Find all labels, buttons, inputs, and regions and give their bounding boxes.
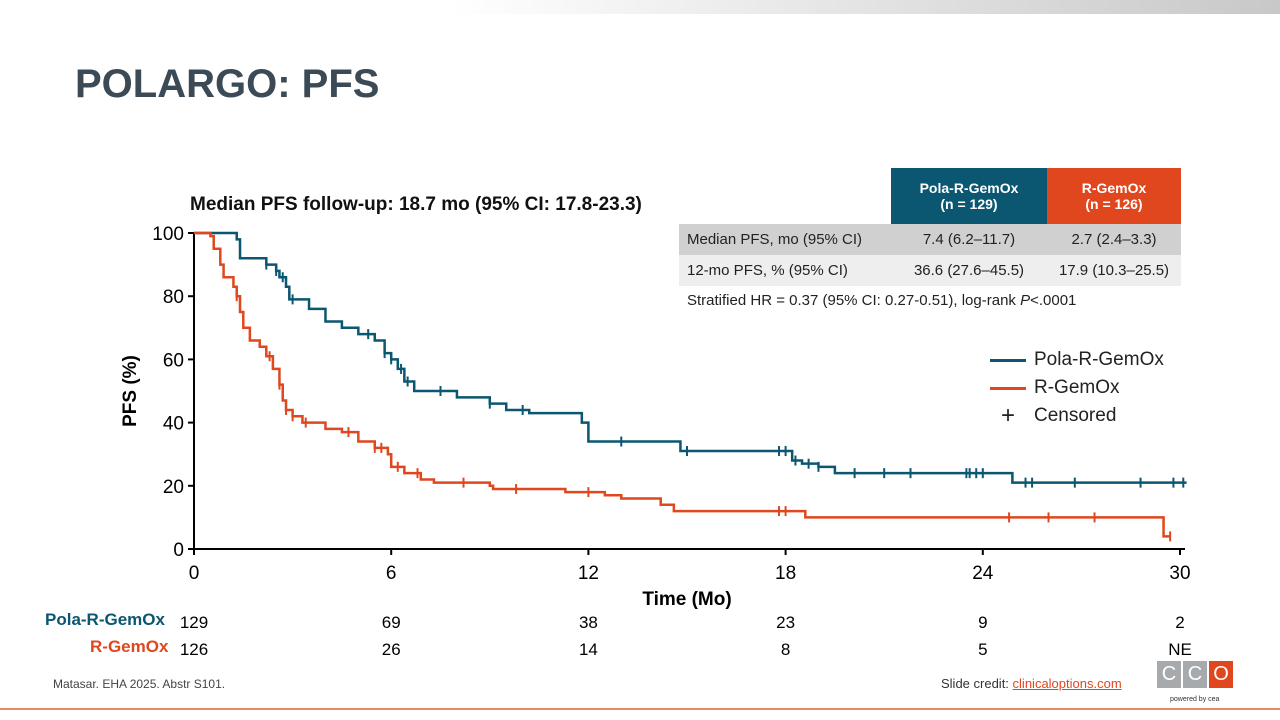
- y-tick-label: 60: [163, 350, 184, 371]
- pfs-table: Pola-R-GemOx (n = 129) R-GemOx (n = 126) M…: [679, 168, 1181, 286]
- y-tick-label: 40: [163, 414, 184, 435]
- x-axis-label: Time (Mo): [642, 589, 731, 610]
- at-risk-value: 69: [382, 613, 401, 632]
- at-risk-label-rgemox: R-GemOx: [90, 637, 169, 656]
- header-rgemox: R-GemOx (n = 126): [1047, 168, 1181, 224]
- x-tick-label: 18: [775, 563, 796, 584]
- at-risk-value: 129: [180, 613, 208, 632]
- credit-link[interactable]: clinicaloptions.com: [1012, 676, 1122, 691]
- at-risk-value: 14: [579, 640, 598, 659]
- y-tick-label: 100: [152, 224, 184, 245]
- legend: Pola-R-GemOx R-GemOx + Censored: [990, 346, 1164, 430]
- slide-credit: Slide credit: clinicaloptions.com: [941, 676, 1122, 691]
- y-tick-label: 0: [173, 540, 184, 561]
- legend-pola: Pola-R-GemOx: [990, 346, 1164, 374]
- at-risk-value: 5: [978, 640, 987, 659]
- at-risk-value: 23: [776, 613, 795, 632]
- at-risk-label-pola: Pola-R-GemOx: [45, 610, 165, 629]
- y-axis-label: PFS (%): [120, 355, 141, 427]
- x-tick-label: 24: [972, 563, 994, 584]
- bottom-line: [0, 708, 1280, 710]
- slide-title: POLARGO: PFS: [75, 62, 380, 106]
- legend-rgemox: R-GemOx: [990, 374, 1164, 402]
- at-risk-value: 38: [579, 613, 598, 632]
- table-row: Median PFS, mo (95% CI) 7.4 (6.2–11.7) 2.7…: [679, 224, 1181, 255]
- powered-by: powered by cea: [1170, 696, 1220, 703]
- header-pola: Pola-R-GemOx (n = 129): [891, 168, 1047, 224]
- at-risk-value: NE: [1168, 640, 1192, 659]
- table-row: 12-mo PFS, % (95% CI) 36.6 (27.6–45.5) 17.…: [679, 255, 1181, 286]
- hazard-ratio-text: Stratified HR = 0.37 (95% CI: 0.27-0.51)…: [687, 292, 1077, 309]
- x-tick-label: 30: [1169, 563, 1190, 584]
- km-curve-pola: [194, 231, 1187, 484]
- at-risk-value: 26: [382, 640, 401, 659]
- x-tick-label: 0: [189, 563, 200, 584]
- x-tick-label: 12: [578, 563, 599, 584]
- at-risk-value: 9: [978, 613, 987, 632]
- followup-text: Median PFS follow-up: 18.7 mo (95% CI: 1…: [190, 194, 642, 215]
- x-tick-label: 6: [386, 563, 397, 584]
- at-risk-value: 126: [180, 640, 208, 659]
- at-risk-value: 8: [781, 640, 790, 659]
- y-tick-label: 80: [163, 287, 184, 308]
- y-tick-label: 20: [163, 477, 184, 498]
- citation: Matasar. EHA 2025. Abstr S101.: [53, 677, 226, 691]
- at-risk-value: 2: [1175, 613, 1184, 632]
- top-bar: [0, 0, 1280, 14]
- legend-censored: + Censored: [1000, 402, 1117, 429]
